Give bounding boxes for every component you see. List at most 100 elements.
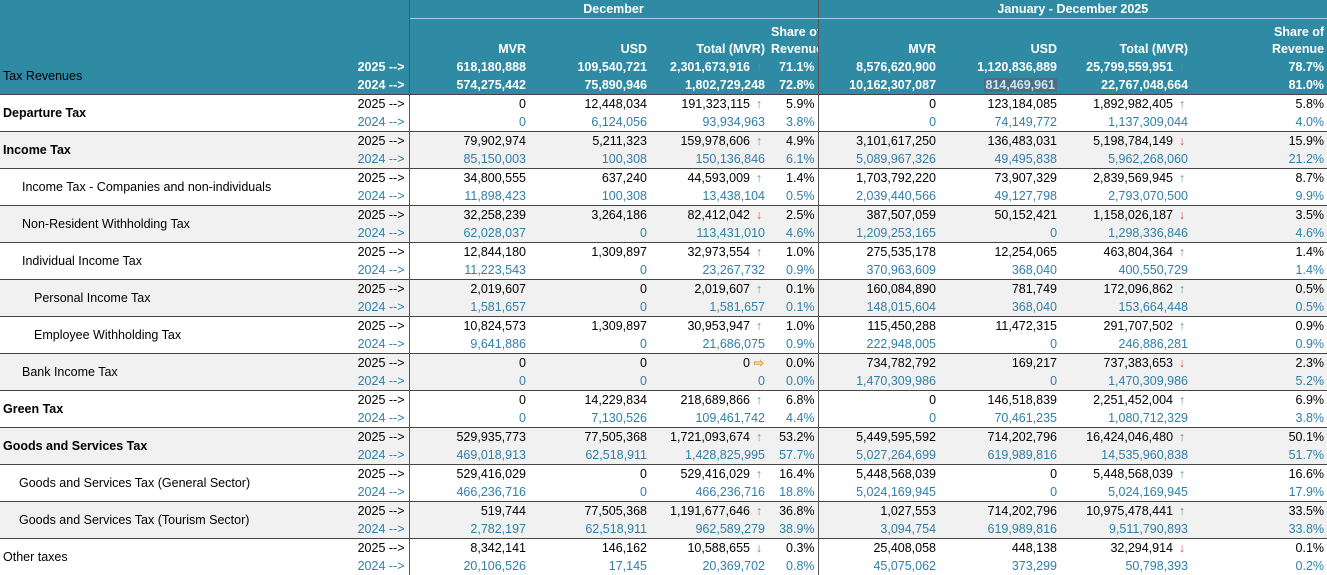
ytd-total-cell[interactable]: 5,448,568,039 ↑ (1060, 463, 1192, 483)
year-cell[interactable]: 2024 --> (337, 334, 410, 353)
ytd-usd-cell[interactable]: 373,299 (939, 557, 1060, 575)
year-cell[interactable]: 2025 --> (337, 130, 410, 150)
ytd-total-cell[interactable]: 2,251,452,004 ↑ (1060, 389, 1192, 409)
table-row[interactable]: Income Tax - Companies and non-individua… (0, 167, 1327, 205)
dec-total-cell[interactable]: 191,323,115 ↑ (650, 93, 768, 113)
dec-mvr-cell[interactable]: 0 (409, 409, 529, 428)
dec-usd-cell[interactable]: 100,308 (529, 149, 650, 168)
dec-mvr-cell[interactable]: 0 (409, 113, 529, 132)
dec-total-cell[interactable]: 82,412,042 ↓ (650, 204, 768, 224)
table-row[interactable]: Bank Income Tax 2025 --> 0 0 0 ⇨ 0.0% 734,782,7… (0, 352, 1327, 390)
dec-mvr-cell[interactable]: 12,844,180 (409, 241, 529, 261)
col-header-ytd-total[interactable]: Total (MVR) (1060, 18, 1192, 58)
ytd-usd-cell[interactable]: 11,472,315 (939, 315, 1061, 335)
table-row[interactable]: 2024 --> 469,018,913 62,518,911 1,428,825,9… (0, 445, 1327, 464)
dec-total-cell[interactable]: 20,369,702 (650, 557, 768, 575)
year-cell[interactable]: 2024 --> (337, 149, 410, 168)
year-cell[interactable]: 2025 --> (337, 93, 410, 113)
ytd-share-cell[interactable]: 0.5% (1191, 278, 1327, 298)
year-cell[interactable]: 2025 --> (337, 57, 410, 76)
ytd-usd-cell[interactable]: 70,461,235 (939, 409, 1060, 428)
dec-total-cell[interactable]: 23,267,732 (650, 261, 768, 280)
dec-usd-cell[interactable]: 0 (529, 483, 650, 502)
ytd-mvr-cell[interactable]: 0 (818, 93, 940, 113)
col-header-ytd-mvr[interactable]: MVR (818, 18, 940, 58)
year-cell[interactable]: 2025 --> (337, 315, 410, 335)
dec-usd-cell[interactable]: 0 (529, 297, 650, 316)
col-header-dec-share[interactable]: Share of Revenue (768, 18, 819, 58)
dec-usd-cell[interactable]: 0 (529, 463, 650, 483)
ytd-mvr-cell[interactable]: 0 (818, 409, 939, 428)
row-label[interactable]: Income Tax (0, 130, 337, 168)
year-cell[interactable]: 2024 --> (337, 519, 410, 538)
table-row[interactable]: 2024 --> 11,898,423 100,308 13,438,104 0.5% 2… (0, 186, 1327, 206)
ytd-share-cell[interactable]: 4.0% (1191, 113, 1327, 132)
year-cell[interactable]: 2025 --> (337, 352, 410, 372)
ytd-mvr-cell[interactable]: 734,782,792 (818, 352, 940, 372)
ytd-usd-cell[interactable]: 146,518,839 (939, 389, 1061, 409)
dec-total-cell[interactable]: 529,416,029 ↑ (650, 463, 768, 483)
dec-share-cell[interactable]: 4.6% (768, 223, 819, 242)
dec-total-cell[interactable]: 1,191,677,646 ↑ (650, 500, 768, 520)
dec-usd-cell[interactable]: 0 (529, 223, 650, 242)
ytd-mvr-cell[interactable]: 8,576,620,900 (818, 57, 940, 76)
ytd-usd-cell[interactable]: 50,152,421 (939, 204, 1061, 224)
dec-total-cell[interactable]: 13,438,104 (650, 187, 768, 206)
dec-mvr-cell[interactable]: 62,028,037 (409, 223, 529, 242)
dec-mvr-cell[interactable]: 469,018,913 (409, 445, 529, 464)
dec-usd-cell[interactable]: 0 (529, 371, 650, 390)
dec-usd-cell[interactable]: 77,505,368 (529, 426, 650, 446)
ytd-share-cell[interactable]: 2.3% (1191, 352, 1327, 372)
dec-mvr-cell[interactable]: 2,019,607 (409, 278, 529, 298)
dec-share-cell[interactable]: 16.4% (768, 463, 819, 483)
dec-share-cell[interactable]: 1.4% (768, 167, 819, 187)
ytd-usd-cell[interactable]: 368,040 (939, 297, 1061, 316)
ytd-usd-cell[interactable]: 136,483,031 (939, 130, 1061, 150)
dec-usd-cell[interactable]: 14,229,834 (529, 389, 650, 409)
dec-mvr-cell[interactable]: 10,824,573 (409, 315, 529, 335)
ytd-share-cell[interactable]: 0.9% (1191, 335, 1327, 354)
ytd-total-cell[interactable]: 172,096,862 ↑ (1060, 278, 1192, 298)
dec-share-cell[interactable]: 38.9% (768, 519, 819, 538)
dec-share-cell[interactable]: 1.0% (768, 315, 819, 335)
dec-usd-cell[interactable]: 77,505,368 (529, 500, 650, 520)
ytd-mvr-cell[interactable]: 160,084,890 (818, 278, 940, 298)
ytd-usd-cell[interactable]: 781,749 (939, 278, 1061, 298)
year-cell[interactable]: 2024 --> (337, 260, 410, 279)
dec-share-cell[interactable]: 3.8% (768, 112, 819, 131)
table-row[interactable]: Individual Income Tax 2025 --> 12,844,180 1… (0, 241, 1327, 279)
dec-mvr-cell[interactable]: 618,180,888 (409, 57, 529, 76)
ytd-usd-cell[interactable]: 814,469,961 (939, 75, 1061, 94)
dec-total-cell[interactable]: 44,593,009 ↑ (650, 167, 768, 187)
ytd-total-cell[interactable]: 32,294,914 ↓ (1060, 537, 1192, 557)
ytd-usd-cell[interactable]: 368,040 (939, 261, 1060, 280)
dec-share-cell[interactable]: 0.0% (768, 352, 819, 372)
ytd-share-cell[interactable]: 0.2% (1191, 557, 1327, 575)
dec-usd-cell[interactable]: 109,540,721 (529, 57, 650, 76)
ytd-usd-cell[interactable]: 0 (939, 335, 1060, 354)
year-cell[interactable]: 2025 --> (337, 426, 410, 446)
ytd-total-cell[interactable]: 5,962,268,060 (1060, 149, 1192, 168)
year-cell[interactable]: 2025 --> (337, 537, 410, 557)
ytd-total-cell[interactable]: 1,080,712,329 (1060, 409, 1191, 428)
dec-mvr-cell[interactable]: 32,258,239 (409, 204, 529, 224)
ytd-total-cell[interactable]: 1,158,026,187 ↓ (1060, 204, 1192, 224)
dec-share-cell[interactable]: 0.1% (768, 297, 819, 316)
dec-mvr-cell[interactable]: 0 (409, 371, 529, 390)
table-row[interactable]: Other taxes 2025 --> 8,342,141 146,162 10,58… (0, 537, 1327, 575)
dec-share-cell[interactable]: 0.5% (768, 186, 819, 205)
dec-mvr-cell[interactable]: 2,782,197 (409, 519, 529, 538)
ytd-total-cell[interactable]: 16,424,046,480 ↑ (1060, 426, 1192, 446)
ytd-mvr-cell[interactable]: 25,408,058 (818, 537, 940, 557)
ytd-share-cell[interactable]: 78.7% (1191, 57, 1327, 76)
dec-share-cell[interactable]: 72.8% (768, 75, 819, 94)
dec-usd-cell[interactable]: 17,145 (529, 557, 650, 575)
ytd-share-cell[interactable]: 0.1% (1191, 537, 1327, 557)
dec-usd-cell[interactable]: 5,211,323 (529, 130, 650, 150)
dec-share-cell[interactable]: 36.8% (768, 500, 819, 520)
row-label[interactable]: Goods and Services Tax (0, 426, 337, 464)
dec-usd-cell[interactable]: 100,308 (529, 187, 650, 206)
ytd-usd-cell[interactable]: 619,989,816 (939, 519, 1061, 538)
dec-mvr-cell[interactable]: 8,342,141 (409, 537, 529, 557)
ytd-total-cell[interactable]: 14,535,960,838 (1060, 445, 1192, 464)
